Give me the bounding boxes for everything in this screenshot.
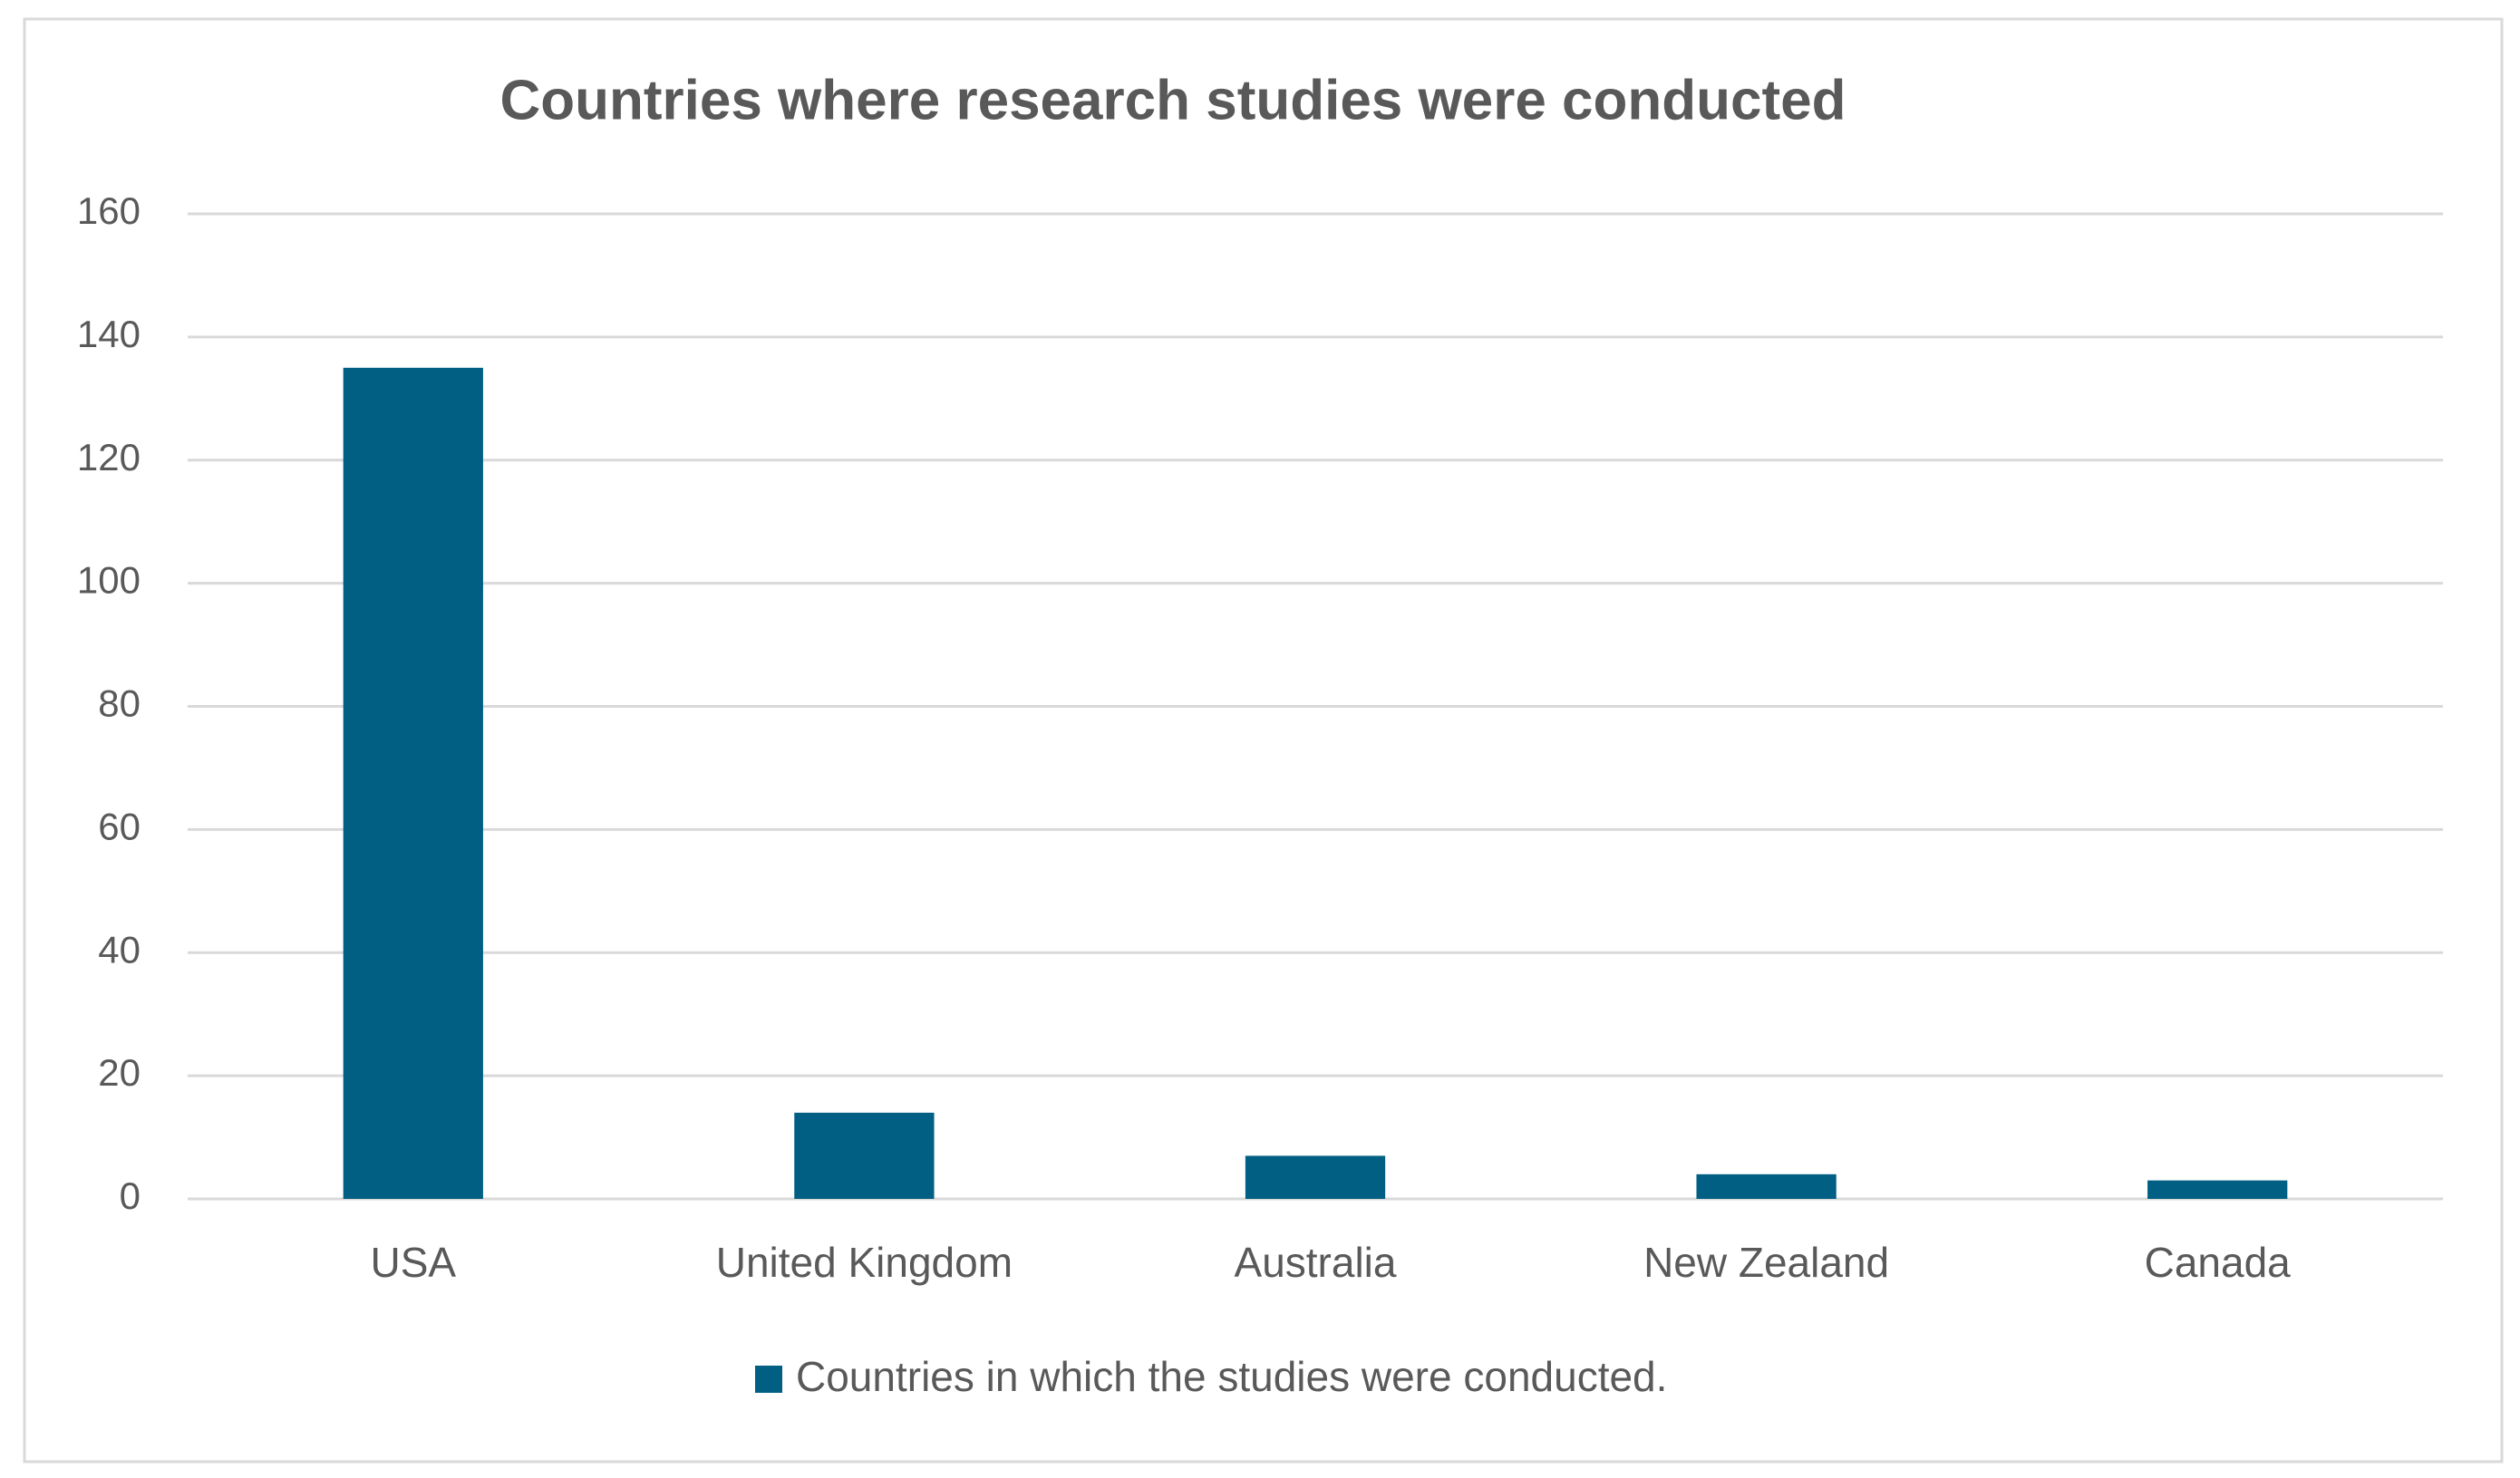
legend-label: Countries in which the studies were cond… (796, 1353, 1667, 1400)
x-tick-label: Australia (1235, 1239, 1397, 1286)
bar (794, 1112, 935, 1199)
x-tick-label: New Zealand (1643, 1239, 1889, 1286)
y-tick-label: 0 (120, 1174, 141, 1217)
bar (343, 367, 483, 1199)
y-tick-label: 100 (77, 559, 141, 602)
bar (1696, 1174, 1837, 1199)
bar (1245, 1155, 1386, 1199)
x-tick-label: USA (371, 1239, 457, 1286)
y-tick-label: 60 (98, 805, 141, 847)
legend-swatch (755, 1366, 782, 1393)
chart-title: Countries where research studies were co… (499, 69, 1846, 131)
y-tick-label: 160 (77, 189, 141, 232)
y-tick-label: 20 (98, 1051, 141, 1094)
x-tick-label: Canada (2145, 1239, 2292, 1286)
y-tick-label: 120 (77, 436, 141, 478)
y-tick-label: 80 (98, 682, 141, 725)
bar (2147, 1180, 2288, 1199)
x-tick-label: United Kingdom (716, 1239, 1013, 1286)
y-tick-label: 140 (77, 313, 141, 355)
y-tick-label: 40 (98, 928, 141, 971)
